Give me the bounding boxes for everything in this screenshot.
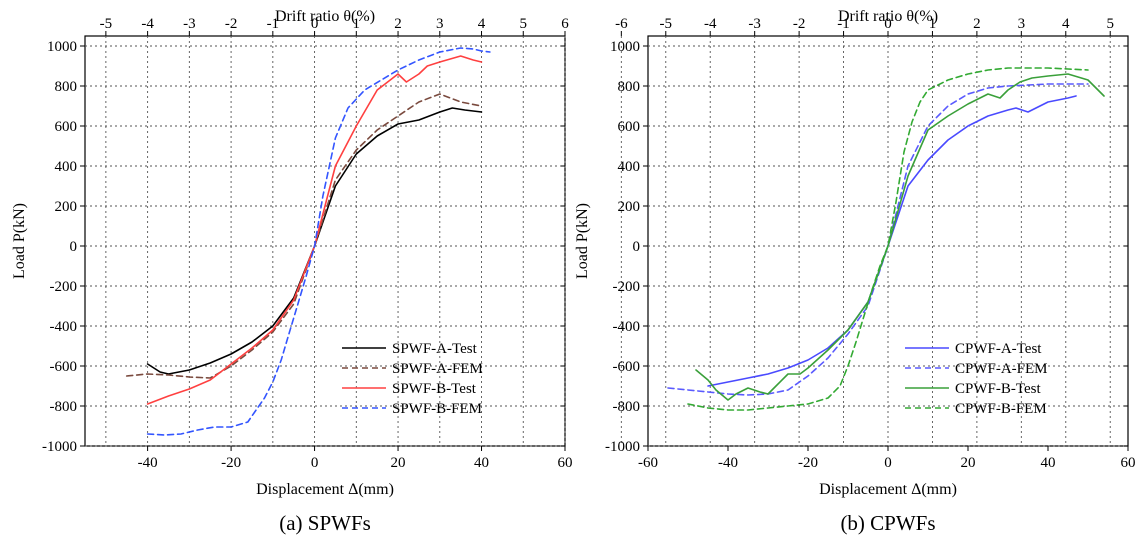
series-line-spwf-b-fem	[146, 47, 491, 436]
series-line-cpwf-a-test	[707, 95, 1077, 387]
y-tick-label: 800	[55, 79, 78, 95]
x2-axis-title: Drift ratio θ(%)	[838, 8, 938, 25]
x2-tick-label: -4	[704, 16, 717, 32]
x-tick-label: 40	[1041, 455, 1056, 471]
legend-label: CPWF-A-FEM	[955, 361, 1048, 377]
y-axis-title: Load P(kN)	[574, 203, 591, 279]
x2-tick-label: -3	[183, 16, 196, 32]
x2-tick-label: 2	[973, 16, 981, 32]
y-tick-label: -1000	[605, 439, 640, 455]
legend-label: CPWF-A-Test	[955, 341, 1042, 357]
plot-frame	[84, 35, 566, 447]
x2-tick-label: 2	[394, 16, 402, 32]
series-line-cpwf-b-fem	[687, 67, 1089, 411]
x-tick-label: -20	[221, 455, 241, 471]
y-tick-label: -600	[613, 359, 641, 375]
x2-tick-label: 3	[436, 16, 444, 32]
y-tick-label: -400	[613, 319, 641, 335]
x-tick-label: 0	[884, 455, 892, 471]
x2-tick-label: 4	[478, 16, 486, 32]
x-tick-label: 60	[558, 455, 573, 471]
legend-label: SPWF-A-Test	[392, 341, 478, 357]
x2-tick-label: -5	[100, 16, 113, 32]
legend: CPWF-A-Test CPWF-A-FEM CPWF-B-Test CPWF-B-F…	[905, 341, 1048, 417]
y-tick-label: 800	[618, 79, 641, 95]
x-tick-label: -40	[718, 455, 738, 471]
x2-tick-label: 5	[1106, 16, 1114, 32]
x-axis-title: Displacement Δ(mm)	[819, 481, 957, 498]
x2-tick-label: -4	[141, 16, 154, 32]
y-tick-label: 1000	[610, 39, 640, 55]
y-tick-label: 1000	[47, 39, 77, 55]
x2-tick-label: -1	[267, 16, 280, 32]
y-tick-label: -800	[613, 399, 641, 415]
x2-tick-label: -5	[660, 16, 673, 32]
x-tick-label: 20	[391, 455, 406, 471]
y-tick-label: -800	[50, 399, 78, 415]
y-axis-title: Load P(kN)	[11, 203, 28, 279]
series-lines	[125, 47, 491, 436]
x2-tick-label: -6	[615, 16, 628, 32]
y-tick-label: 600	[618, 119, 641, 135]
y-tick-label: 200	[618, 199, 641, 215]
x-tick-label: -40	[138, 455, 158, 471]
y-tick-label: 200	[55, 199, 78, 215]
x2-tick-label: 4	[1062, 16, 1070, 32]
ticks: -1000-800-600-400-20002004006008001000-6…	[605, 16, 1136, 471]
y-tick-label: 600	[55, 119, 78, 135]
x2-tick-label: 1	[353, 16, 361, 32]
series-line-spwf-a-fem	[125, 93, 483, 379]
y-tick-label: -200	[613, 279, 641, 295]
legend: SPWF-A-Test SPWF-A-FEM SPWF-B-Test SPWF-B-F…	[342, 341, 483, 417]
x2-tick-label: 6	[561, 16, 569, 32]
gridlines	[620, 36, 1128, 447]
y-tick-label: 0	[633, 239, 641, 255]
panel-spwfs: -1000-800-600-400-20002004006008001000-4…	[11, 8, 573, 535]
x-tick-label: -20	[798, 455, 818, 471]
series-line-cpwf-b-test	[695, 73, 1105, 401]
y-tick-label: -200	[50, 279, 78, 295]
legend-label: SPWF-A-FEM	[392, 361, 483, 377]
x-axis-title: Displacement Δ(mm)	[256, 481, 394, 498]
panel-cpwfs: -1000-800-600-400-20002004006008001000-6…	[574, 8, 1136, 535]
x2-tick-label: 0	[884, 16, 892, 32]
y-tick-label: -600	[50, 359, 78, 375]
x-tick-label: 60	[1121, 455, 1136, 471]
x-tick-label: -60	[638, 455, 658, 471]
legend-label: SPWF-B-FEM	[392, 401, 482, 417]
series-line-spwf-b-test	[146, 55, 483, 405]
x2-tick-label: 5	[520, 16, 528, 32]
panel-caption: (a) SPWFs	[279, 511, 371, 535]
legend-label: SPWF-B-Test	[392, 381, 477, 397]
x2-tick-label: -2	[793, 16, 806, 32]
x2-tick-label: 0	[311, 16, 319, 32]
legend-label: CPWF-B-Test	[955, 381, 1041, 397]
y-tick-label: 400	[618, 159, 641, 175]
x2-tick-label: 3	[1018, 16, 1026, 32]
x2-tick-label: -3	[748, 16, 761, 32]
x2-tick-label: 1	[929, 16, 937, 32]
panel-caption: (b) CPWFs	[840, 511, 935, 535]
x-tick-label: 20	[961, 455, 976, 471]
y-tick-label: -1000	[42, 439, 77, 455]
y-tick-label: -400	[50, 319, 78, 335]
series-lines	[667, 67, 1105, 411]
y-tick-label: 0	[70, 239, 78, 255]
y-tick-label: 400	[55, 159, 78, 175]
x2-tick-label: -2	[225, 16, 238, 32]
x-tick-label: 0	[311, 455, 319, 471]
ticks: -1000-800-600-400-20002004006008001000-4…	[42, 16, 573, 471]
x2-axis-title: Drift ratio θ(%)	[275, 8, 375, 25]
gridlines	[85, 36, 566, 447]
x-tick-label: 40	[474, 455, 489, 471]
legend-label: CPWF-B-FEM	[955, 401, 1047, 417]
x2-tick-label: -1	[837, 16, 850, 32]
